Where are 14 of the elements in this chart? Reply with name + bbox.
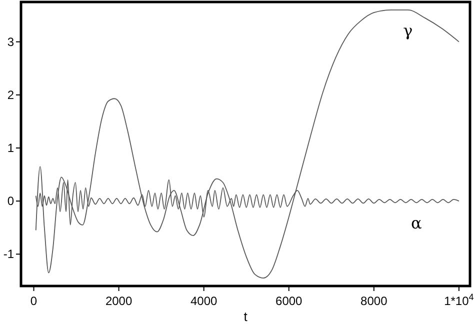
x-tick-label: 8000 [360, 294, 388, 308]
x-axis-title: t [244, 309, 248, 324]
y-tick-label: 1 [7, 140, 14, 155]
series-label: α [411, 214, 422, 233]
y-tick-label: 3 [7, 34, 14, 49]
y-tick-label: -1 [3, 247, 14, 262]
y-tick-label: 2 [7, 88, 14, 102]
x-tick-label: 6000 [276, 294, 303, 308]
x-tick-label: 1*10$^{4}$ [444, 292, 474, 308]
x-tick-label: 2000 [105, 294, 132, 308]
series-label: γ [403, 20, 413, 40]
y-tick-label: 0 [7, 194, 14, 208]
x-tick-label: 0 [30, 294, 38, 308]
x-tick-label: 4000 [190, 294, 218, 308]
